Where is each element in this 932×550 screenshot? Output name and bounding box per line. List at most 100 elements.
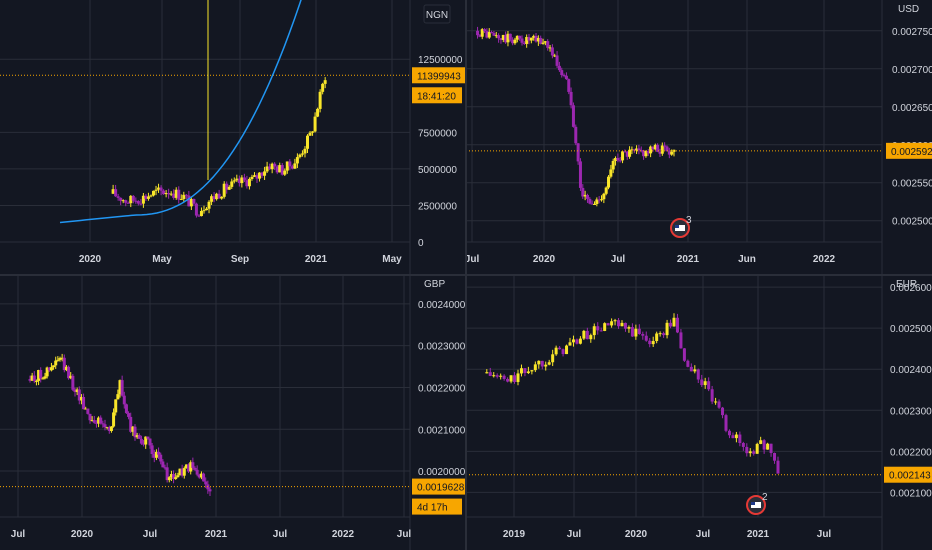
candle-body [658, 151, 662, 154]
candle-body [71, 375, 75, 390]
candle-body [154, 451, 158, 458]
candle-body [599, 330, 603, 332]
candle-body [773, 452, 777, 461]
candle-body [592, 326, 596, 336]
chart-eur[interactable]: 0.002100 0.002200 0.002300 0.002400 0.002500… [466, 275, 932, 550]
candle-body [303, 148, 307, 154]
panel-divider-vertical[interactable] [465, 0, 467, 550]
candle-body [263, 171, 267, 176]
candle-body [275, 166, 279, 173]
currency-label: EUR [896, 279, 917, 290]
candle-body [578, 338, 582, 344]
y-tick-label: 0.002500 [892, 217, 932, 228]
candle-body [75, 389, 79, 393]
grid-lines [0, 0, 410, 243]
candle-body [167, 193, 171, 195]
candle-body [727, 430, 731, 436]
candle-body [502, 375, 506, 379]
candle-body [597, 199, 601, 201]
candle-body [660, 145, 664, 154]
candle-body [126, 202, 130, 204]
candle-body [648, 340, 652, 345]
candle-body [710, 389, 714, 402]
chart-gbp[interactable]: 0.0020000 0.0021000 0.0022000 0.0023000 0.00… [0, 275, 466, 550]
candle-body [658, 333, 662, 335]
y-tick-label: 0.002100 [890, 488, 932, 499]
candle-body [741, 442, 745, 447]
candle-body [483, 29, 487, 32]
candle-body [124, 404, 128, 414]
candle-body [184, 194, 188, 196]
chart-panel-ngn[interactable]: 0 2500000 5000000 7500000 12500000 2020 May Sep… [0, 0, 466, 275]
candle-body [90, 420, 94, 422]
x-tick-label: Sep [231, 254, 249, 265]
chart-ngn[interactable]: 0 2500000 5000000 7500000 12500000 2020 May Sep… [0, 0, 466, 275]
candle-body [693, 369, 697, 372]
candle-body [485, 31, 489, 38]
candle-body [149, 195, 153, 197]
candle-body [152, 453, 156, 458]
candle-body [492, 375, 496, 377]
chart-panel-usd[interactable]: 0.0025000.0025500.0026000.0026500.002700… [466, 0, 932, 275]
chart-usd[interactable]: 0.0025000.0025500.0026000.0026500.002700… [466, 0, 932, 275]
x-tick-label: 2021 [205, 529, 228, 540]
candle-body [530, 370, 534, 372]
candle-body [613, 320, 617, 322]
candle-body [504, 34, 508, 43]
candle-body [541, 42, 545, 44]
grid-lines [466, 0, 882, 242]
candles [28, 353, 212, 497]
candle-body [174, 477, 178, 479]
candle-body [480, 29, 484, 37]
x-tick-label: Jul [817, 529, 832, 540]
candle-body [555, 55, 559, 66]
x-tick-label: Jun [738, 254, 756, 265]
candle-body [511, 39, 515, 44]
candle-body [311, 131, 315, 133]
candle-body [39, 369, 43, 379]
candle-body [116, 196, 120, 198]
candle-body [159, 187, 163, 191]
candle-body [235, 178, 239, 181]
candle-body [250, 176, 254, 179]
x-tick-label: 2020 [533, 254, 556, 265]
x-tick-label: Jul [466, 254, 479, 265]
candle-body [288, 161, 292, 167]
currency-label: NGN [426, 10, 448, 21]
candle-body [499, 375, 503, 377]
candle-body [178, 468, 182, 476]
candle-body [644, 151, 648, 157]
x-tick-label: 2020 [79, 254, 102, 265]
candle-body [131, 426, 135, 432]
candle-body [637, 148, 641, 151]
candle-body [280, 165, 284, 175]
candle-body [157, 451, 161, 455]
candle-body [665, 322, 669, 336]
candle-body [177, 189, 181, 200]
candle-body [189, 462, 193, 472]
x-tick-label: Jul [273, 529, 288, 540]
y-tick-label: 0.002600 [890, 283, 932, 294]
candle-body [670, 151, 674, 155]
x-tick-label: 2021 [677, 254, 700, 265]
candle-body [490, 32, 494, 34]
candle-body [585, 194, 589, 199]
candle-body [28, 379, 32, 381]
candle-body [700, 379, 704, 386]
chart-panel-eur[interactable]: 0.002100 0.002200 0.002300 0.002400 0.002500… [466, 275, 932, 550]
candle-body [731, 435, 735, 439]
candle-body [623, 322, 627, 329]
candle-body [189, 198, 193, 207]
chart-panel-gbp[interactable]: 0.0020000 0.0021000 0.0022000 0.0023000 0.00… [0, 275, 466, 550]
candle-body [646, 151, 650, 154]
candle-body [148, 438, 152, 446]
candle-body [187, 464, 191, 472]
candle-body [306, 135, 309, 149]
candle-body [562, 75, 566, 77]
candle-body [662, 333, 666, 336]
candle-body [522, 42, 526, 44]
y-tick-label: 0.002400 [890, 365, 932, 376]
candles [476, 26, 676, 207]
candle-body [509, 375, 513, 382]
candle-body [313, 116, 317, 132]
